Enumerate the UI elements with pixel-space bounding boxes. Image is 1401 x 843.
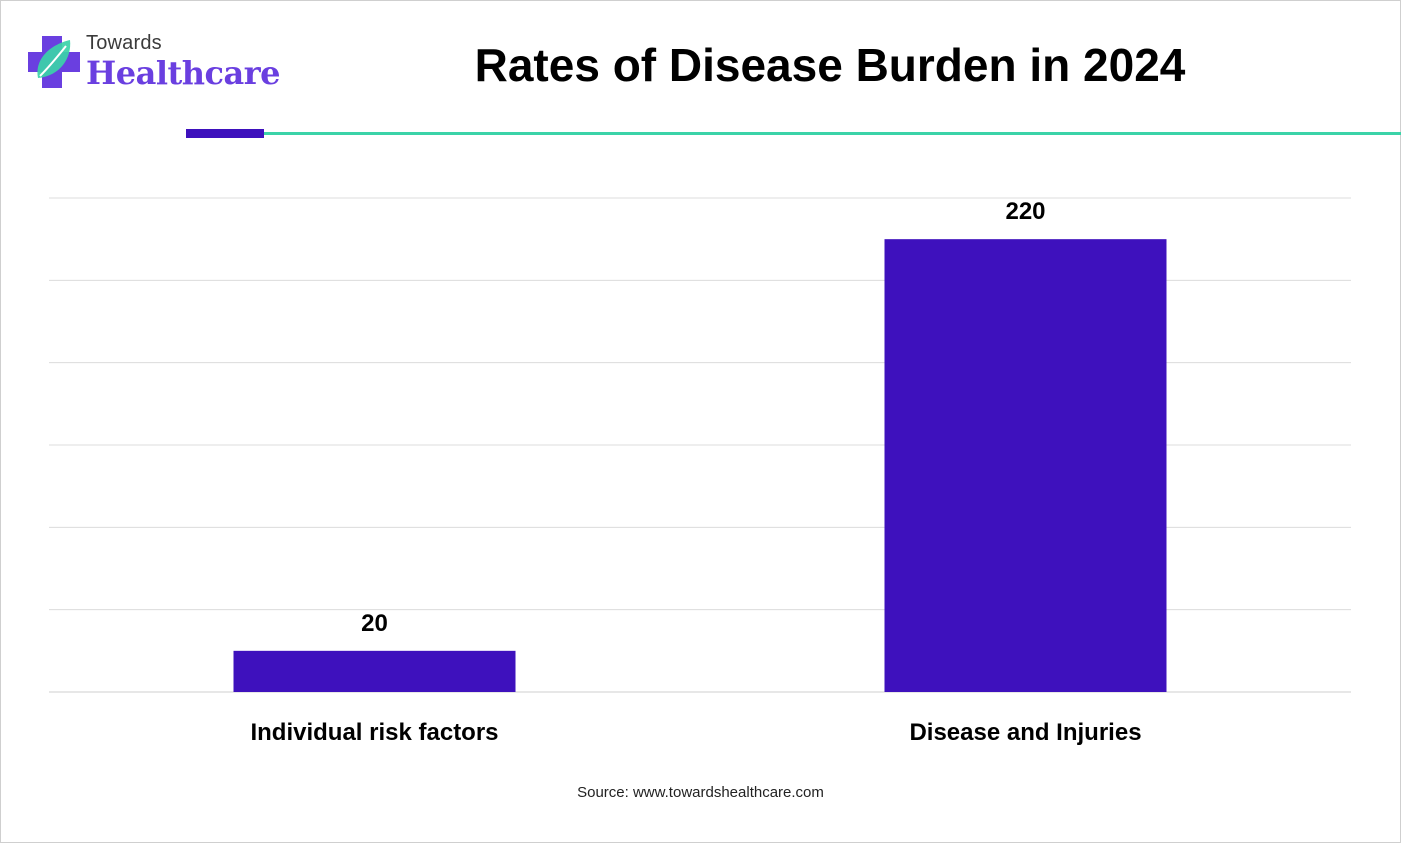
medical-cross-leaf-icon [28, 36, 80, 88]
data-label-1: 20 [361, 610, 388, 637]
data-label-2: 220 [1005, 198, 1045, 225]
source-note: Source: www.towardshealthcare.com [577, 784, 824, 801]
bar-2 [884, 239, 1167, 692]
brand-logo: Towards Healthcare [26, 30, 280, 100]
title-accent-line [264, 132, 1401, 135]
bar-1 [233, 650, 516, 692]
bars [233, 239, 1167, 692]
brand-line-2: Healthcare [86, 54, 280, 92]
labels: 20 Individual risk factors 220 Disease and … [250, 198, 1141, 746]
title-accent-bar [186, 129, 264, 138]
gridlines [49, 197, 1351, 693]
chart-title: Rates of Disease Burden in 2024 [474, 39, 1186, 91]
category-label-1: Individual risk factors [250, 719, 498, 746]
category-label-2: Disease and Injuries [909, 719, 1141, 746]
brand-line-1: Towards [86, 32, 162, 54]
